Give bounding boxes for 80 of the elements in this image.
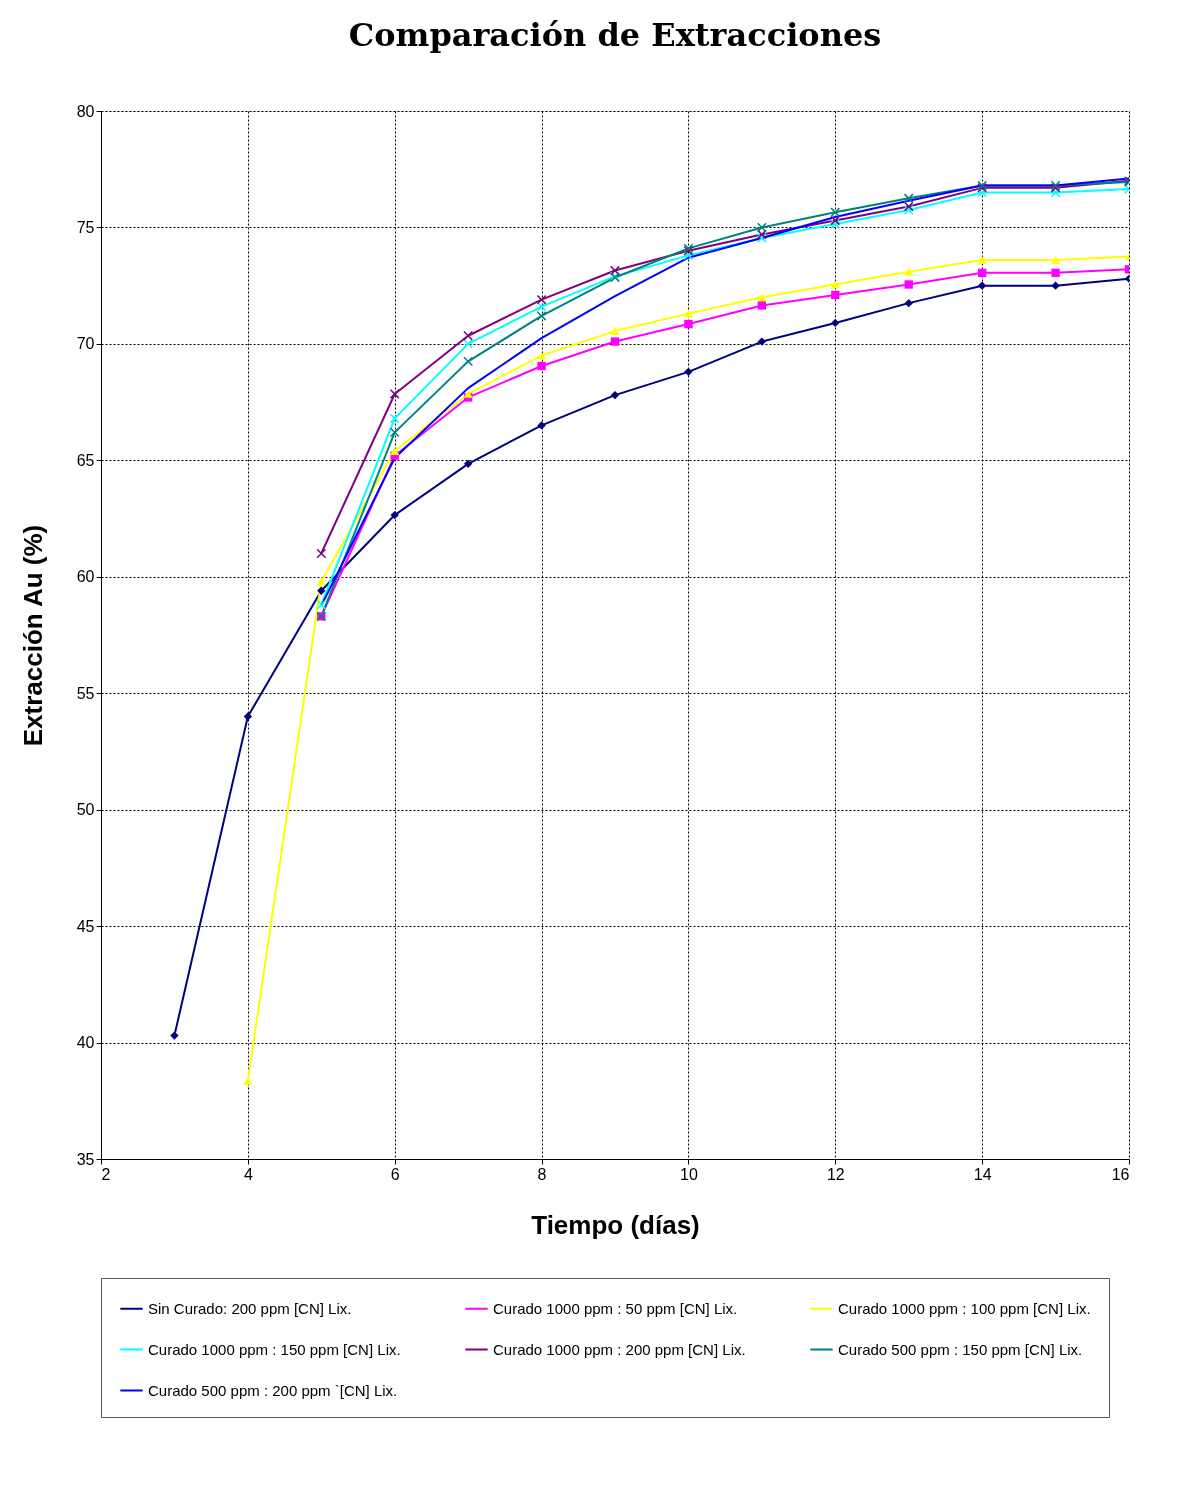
x-tick-label: 10 xyxy=(680,1165,698,1183)
point xyxy=(463,390,473,398)
y-tick-label: 45 xyxy=(76,917,95,935)
point xyxy=(684,319,693,329)
point xyxy=(830,207,841,218)
point xyxy=(463,338,474,349)
point xyxy=(1051,268,1060,278)
point xyxy=(537,421,546,430)
point xyxy=(536,294,547,305)
point xyxy=(757,337,767,346)
legend-label: Curado 500 ppm : 150 ppm [CN] Lix. xyxy=(838,1340,1083,1358)
legend-label: Curado 500 ppm : 200 ppm `[CN] Lix. xyxy=(148,1381,398,1399)
legend-label: Sin Curado: 200 ppm [CN] Lix. xyxy=(148,1299,352,1317)
point xyxy=(904,280,913,289)
point xyxy=(610,337,620,346)
point xyxy=(1050,187,1061,198)
x-axis-title: Tiempo (días) xyxy=(531,1209,700,1240)
point xyxy=(537,351,547,360)
point xyxy=(316,599,327,610)
y-tick-label: 50 xyxy=(76,801,95,819)
point xyxy=(903,205,914,215)
legend-label: Curado 1000 ppm : 100 ppm [CN] Lix. xyxy=(838,1299,1091,1317)
point xyxy=(170,1031,179,1040)
point xyxy=(830,280,840,289)
point xyxy=(831,290,840,300)
point xyxy=(463,356,474,367)
point xyxy=(757,293,767,302)
legend-label: Curado 1000 ppm : 200 ppm [CN] Lix. xyxy=(493,1340,746,1358)
point xyxy=(537,361,546,371)
point xyxy=(610,390,620,400)
point xyxy=(463,459,473,469)
x-tick-label: 12 xyxy=(826,1165,845,1183)
point xyxy=(977,268,987,278)
point xyxy=(1051,281,1060,290)
point xyxy=(390,447,400,455)
x-tick-label: 8 xyxy=(537,1165,547,1183)
point xyxy=(317,586,326,595)
point xyxy=(536,301,547,312)
point xyxy=(904,298,913,308)
x-tick-label: 2 xyxy=(101,1165,111,1183)
point xyxy=(390,510,399,520)
point xyxy=(610,265,620,276)
y-tick-label: 40 xyxy=(76,1034,95,1052)
y-tick-label: 55 xyxy=(76,684,95,702)
point xyxy=(243,1077,253,1085)
point xyxy=(316,577,326,586)
point xyxy=(756,222,767,233)
chart-title: Comparación de Extracciones xyxy=(348,16,882,54)
point xyxy=(389,413,400,424)
y-tick-label: 70 xyxy=(76,335,95,353)
point xyxy=(243,712,253,721)
point xyxy=(831,318,840,328)
legend-label: Curado 1000 ppm : 150 ppm [CN] Lix. xyxy=(148,1340,401,1358)
y-tick-label: 75 xyxy=(76,218,95,236)
point xyxy=(830,219,841,229)
point xyxy=(536,311,547,321)
y-tick-label: 35 xyxy=(76,1150,95,1168)
point xyxy=(903,201,914,212)
y-tick-label: 80 xyxy=(76,102,95,120)
y-tick-label: 65 xyxy=(76,451,95,469)
x-tick-label: 4 xyxy=(243,1165,253,1183)
point xyxy=(977,256,987,264)
point xyxy=(1051,256,1061,264)
point xyxy=(610,327,620,335)
y-axis-title: Extracción Au (%) xyxy=(17,524,48,747)
point xyxy=(316,548,327,559)
x-tick-label: 16 xyxy=(1111,1165,1130,1183)
point xyxy=(389,427,400,438)
legend-label: Curado 1000 ppm : 50 ppm [CN] Lix. xyxy=(493,1299,738,1317)
y-tick-label: 60 xyxy=(76,568,95,586)
point xyxy=(684,367,693,377)
point xyxy=(389,389,400,399)
x-tick-label: 14 xyxy=(973,1165,992,1183)
point xyxy=(904,267,914,276)
point xyxy=(830,215,841,226)
point xyxy=(463,330,474,341)
point xyxy=(757,301,767,310)
point xyxy=(977,281,987,290)
x-tick-label: 6 xyxy=(390,1165,400,1183)
point xyxy=(903,193,914,204)
